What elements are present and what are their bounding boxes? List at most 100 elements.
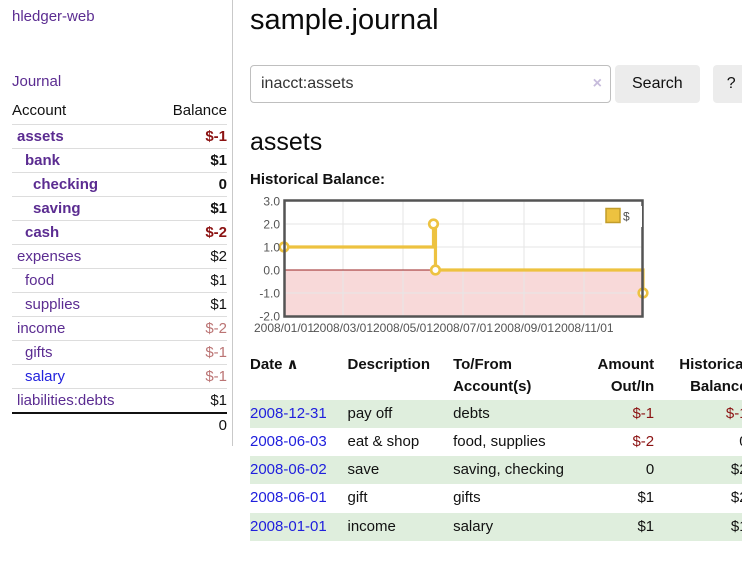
app-layout: hledger-web Journal Account Balance asse… [0, 0, 742, 541]
balance-chart[interactable]: $ 3.0 2.0 1.0 0.0 -1.0 -2.02008/01/012008/03/… [250, 197, 650, 339]
chart-title: Historical Balance: [250, 171, 386, 188]
account-balance: $2 [210, 248, 227, 265]
account-row: saving $1 [12, 196, 227, 221]
txn-amount: $1 [637, 517, 655, 535]
account-balance: $1 [210, 152, 227, 169]
account-link[interactable]: income [17, 320, 66, 337]
txn-description: income [347, 517, 396, 535]
accounts-header-line1: To/From [453, 356, 512, 373]
accounts-header-line2: Account(s) [453, 377, 532, 395]
account-link[interactable]: salary [25, 368, 66, 385]
legend-swatch-icon [605, 207, 621, 224]
account-row: assets $-1 [12, 124, 227, 149]
txn-balance: $1 [730, 517, 742, 535]
txn-balance: $2 [730, 461, 742, 478]
search-button[interactable]: Search [615, 65, 700, 103]
register-header-date[interactable]: Date ∧ [250, 352, 347, 400]
register-row: 2008-06-02 save saving, checking 0 $2 [250, 456, 742, 485]
txn-accounts: salary [453, 517, 494, 535]
x-tick-label: 2008/03/01 [313, 321, 373, 335]
help-button[interactable]: ? [712, 65, 742, 103]
txn-description: gift [347, 489, 368, 507]
txn-amount: $-1 [632, 404, 655, 422]
register-header-amount: Amount Out/In [571, 352, 656, 400]
txn-description: save [347, 461, 380, 478]
account-name-cell: cash [12, 221, 153, 245]
txn-date-cell: 2008-06-01 [250, 484, 347, 512]
search-form: × Search ? [250, 65, 742, 103]
data-point-marker [429, 264, 442, 276]
account-row: food $1 [12, 268, 227, 293]
date-header-label: Date [250, 356, 283, 373]
account-link[interactable]: liabilities:debts [17, 392, 115, 409]
balance-header-line2: Balance [690, 377, 742, 395]
account-link[interactable]: bank [25, 152, 61, 169]
account-balance: 0 [218, 176, 227, 193]
txn-date-link[interactable]: 2008-01-01 [250, 517, 327, 535]
chart-marker-layer [278, 218, 649, 299]
account-title: assets [250, 128, 323, 156]
txn-balance: 0 [656, 428, 742, 456]
sidebar: hledger-web Journal Account Balance asse… [0, 0, 233, 446]
account-link[interactable]: food [25, 272, 55, 289]
account-row: supplies $1 [12, 292, 227, 317]
account-link[interactable]: checking [33, 176, 99, 193]
register-header-balance: Historical Balance [656, 352, 742, 400]
account-name-cell: supplies [12, 293, 153, 317]
account-row: bank $1 [12, 148, 227, 173]
account-name-cell: liabilities:debts [12, 389, 153, 414]
register-row: 2008-06-01 gift gifts $1 $2 [250, 484, 742, 512]
account-link[interactable]: supplies [25, 296, 81, 313]
account-row: liabilities:debts $1 [12, 388, 227, 414]
account-balance: $1 [210, 272, 227, 289]
txn-amount: $-2 [632, 432, 655, 450]
txn-date-cell: 2008-06-02 [250, 456, 347, 484]
x-tick-label: 2008/11/01 [554, 321, 613, 335]
accounts-body: assets $-1 bank $1 checking 0 saving $1 … [12, 124, 227, 439]
account-row: salary $-1 [12, 364, 227, 389]
txn-accounts: debts [453, 404, 490, 422]
account-name-cell: income [12, 317, 153, 341]
txn-accounts: gifts [453, 489, 481, 507]
txn-date-link[interactable]: 2008-06-02 [250, 461, 327, 478]
txn-date-link[interactable]: 2008-06-01 [250, 489, 327, 507]
account-balance: $-2 [205, 224, 227, 241]
account-link[interactable]: saving [33, 200, 81, 217]
x-tick-label: 2008/07/01 [433, 321, 493, 335]
txn-accounts: food, supplies [453, 432, 546, 450]
account-link[interactable]: assets [17, 128, 64, 145]
x-tick-label: 2008/05/01 [373, 321, 433, 335]
account-row: expenses $2 [12, 244, 227, 269]
chart-legend: $ [602, 206, 642, 227]
account-balance: $1 [210, 296, 227, 313]
register-row: 2008-01-01 income salary $1 $1 [250, 512, 742, 541]
account-link[interactable]: gifts [25, 344, 53, 361]
register-header-accounts: To/From Account(s) [453, 352, 571, 400]
txn-date-link[interactable]: 2008-12-31 [250, 404, 327, 422]
y-tick-label: -2.0 [259, 310, 280, 324]
clear-search-icon[interactable]: × [592, 75, 602, 92]
app-title-link[interactable]: hledger-web [12, 8, 95, 25]
register-row: 2008-12-31 pay off debts $-1 $-1 [250, 399, 742, 428]
txn-date-link[interactable]: 2008-06-03 [250, 432, 327, 450]
sidebar-item-journal[interactable]: Journal [12, 73, 62, 90]
register-header-row: Date ∧ Description To/From Account(s) Amo… [250, 352, 742, 400]
accounts-header-account: Account [12, 102, 67, 119]
y-tick-label: -1.0 [259, 287, 280, 301]
data-point-marker [427, 218, 440, 230]
sort-asc-icon: ∧ [286, 356, 299, 373]
account-name-cell: assets [12, 125, 153, 149]
account-name-cell: bank [12, 149, 153, 173]
search-input[interactable] [250, 65, 611, 103]
search-box: × [250, 65, 611, 103]
register-row: 2008-06-03 eat & shop food, supplies $-2… [250, 428, 742, 456]
txn-date-cell: 2008-12-31 [250, 400, 347, 428]
register-header-description: Description [347, 356, 430, 373]
legend-label: $ [623, 210, 630, 224]
account-name-cell: checking [12, 173, 153, 197]
txn-balance: $2 [730, 489, 742, 507]
account-link[interactable]: expenses [17, 248, 82, 265]
account-link[interactable]: cash [25, 224, 60, 241]
y-tick-label: 1.0 [263, 241, 280, 255]
txn-balance: $-1 [725, 404, 742, 422]
